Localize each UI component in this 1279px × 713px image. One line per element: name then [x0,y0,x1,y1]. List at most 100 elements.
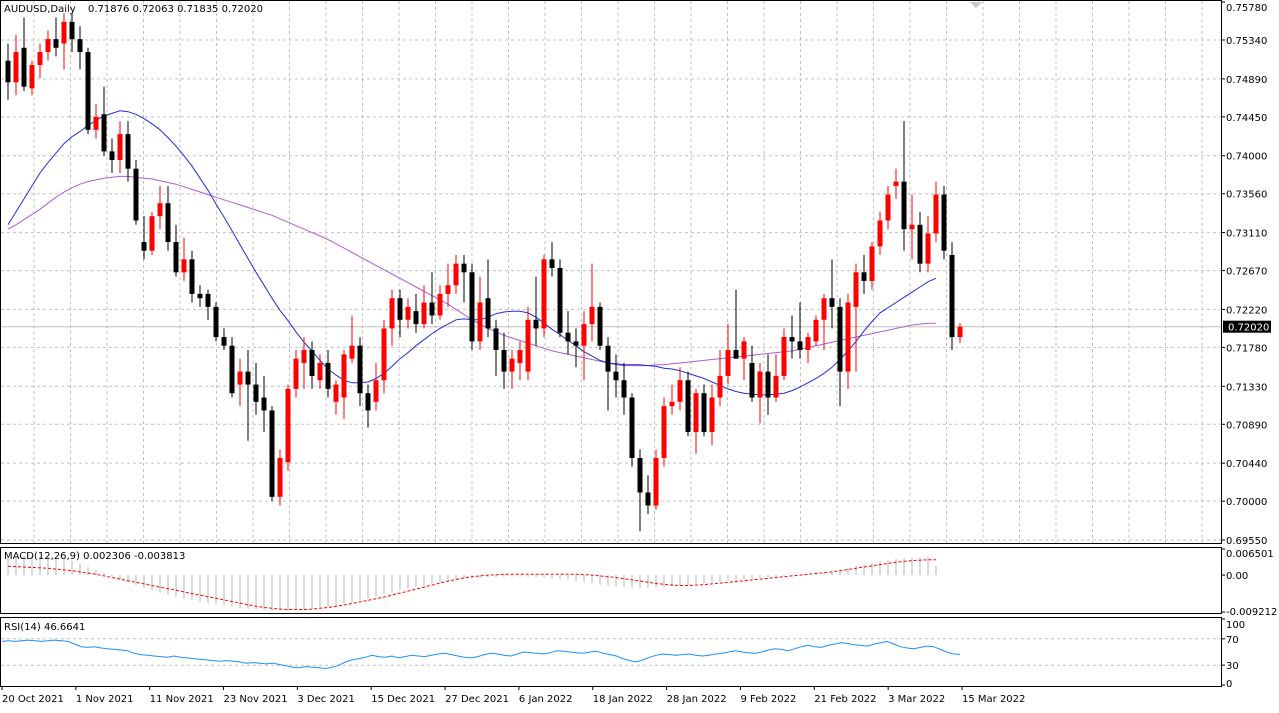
time-tick-label: 9 Feb 2022 [740,694,796,705]
candle-body [493,328,499,351]
candle-body [669,401,675,407]
time-tick-label: 23 Nov 2021 [224,694,288,705]
candle-body [469,272,475,342]
candle-body [789,337,795,342]
rsi-tick-label: 30 [1226,661,1239,672]
candle-body [357,345,363,394]
candle-body [277,457,283,497]
time-tick-label: 15 Dec 2021 [371,694,435,705]
candle-body [93,116,99,130]
candle-body [813,319,819,342]
price-tick-label: 0.72670 [1226,267,1267,278]
candle-body [125,134,131,169]
candle-body [613,371,619,381]
candle-body [37,52,43,66]
macd-label: MACD(12,26,9) 0.002306 -0.003813 [4,551,185,562]
candle-body [165,203,171,243]
candle-body [869,246,875,281]
candle-body [13,52,19,83]
macd-tick-label: 0.00 [1226,571,1248,582]
current-price-box [1223,320,1271,333]
candle-body [517,350,523,363]
candle-body [925,233,931,264]
candle-body [85,52,91,130]
chart-shift-icon[interactable] [970,2,982,8]
rsi-panel-frame [0,617,1222,687]
price-tick-label: 0.73110 [1226,229,1267,240]
candle-body [45,39,51,53]
rsi-tick-label: 100 [1226,620,1245,631]
candle-body [717,375,723,398]
candle-body [645,492,651,506]
candle-body [861,272,867,281]
candle-body [61,21,67,44]
candle-body [21,47,27,87]
price-tick-label: 0.70440 [1226,459,1267,470]
candle-body [661,406,667,458]
candle-body [397,298,403,320]
ohlc-label: 0.71876 0.72063 0.71835 0.72020 [88,4,263,15]
main-panel-frame [0,0,1222,544]
rsi-line [1,639,961,670]
symbol-label: AUDUSD,Daily [4,4,76,15]
candle-body [837,306,843,372]
time-tick-label: 20 Oct 2021 [2,694,64,705]
time-tick-label: 21 Feb 2022 [814,694,876,705]
macd-axis: 0.006501 0.00 -0.009212 [1221,548,1277,618]
candle-body [189,259,195,294]
candle-body [749,362,755,398]
time-axis: 20 Oct 2021 1 Nov 2021 11 Nov 2021 23 Nov 2… [1,686,1025,705]
candle-body [141,242,147,251]
candle-body [685,380,691,433]
candle-body [173,242,179,273]
candle-body [677,380,683,402]
candle-body [405,306,411,320]
candle-body [933,194,939,234]
candle-body [829,298,835,307]
rsi-tick-label: 0 [1226,679,1232,690]
candle-body [701,393,707,433]
candle-body [53,39,59,48]
macd-tick-label: 0.006501 [1226,549,1274,560]
candle-body [573,341,579,346]
candle-body [149,216,155,251]
macd-histogram [7,556,937,611]
candle-body [293,358,299,389]
candle-body [741,341,747,359]
candle-body [485,298,491,329]
candle-body [429,302,435,316]
candle-body [109,151,115,161]
candle-body [589,306,595,325]
candle-body [893,181,899,186]
candle-body [509,358,515,372]
candle-body [557,267,563,333]
candle-body [365,393,371,411]
candle-body [845,302,851,372]
candle-body [765,371,771,398]
candle-body [5,60,11,83]
candle-body [413,311,419,325]
candle-body [781,337,787,376]
candle-body [381,328,387,381]
current-price-label: 0.72020 [1228,323,1269,334]
candle-body [909,224,915,230]
candle-body [693,393,699,433]
candle-body [501,350,507,372]
rsi-axis: 100 70 30 0 [1,618,1245,690]
candle-body [237,371,243,385]
candle-body [773,375,779,398]
candle-body [389,298,395,329]
candle-body [205,293,211,307]
candle-body [213,306,219,338]
candle-body [133,168,139,221]
candle-body [77,39,83,53]
candle-body [333,384,339,402]
candle-body [733,350,739,359]
candle-body [261,397,267,411]
candle-body [621,380,627,398]
candle-body [245,371,251,385]
candle-body [877,220,883,247]
time-tick-label: 1 Nov 2021 [76,694,134,705]
time-tick-label: 11 Nov 2021 [150,694,214,705]
